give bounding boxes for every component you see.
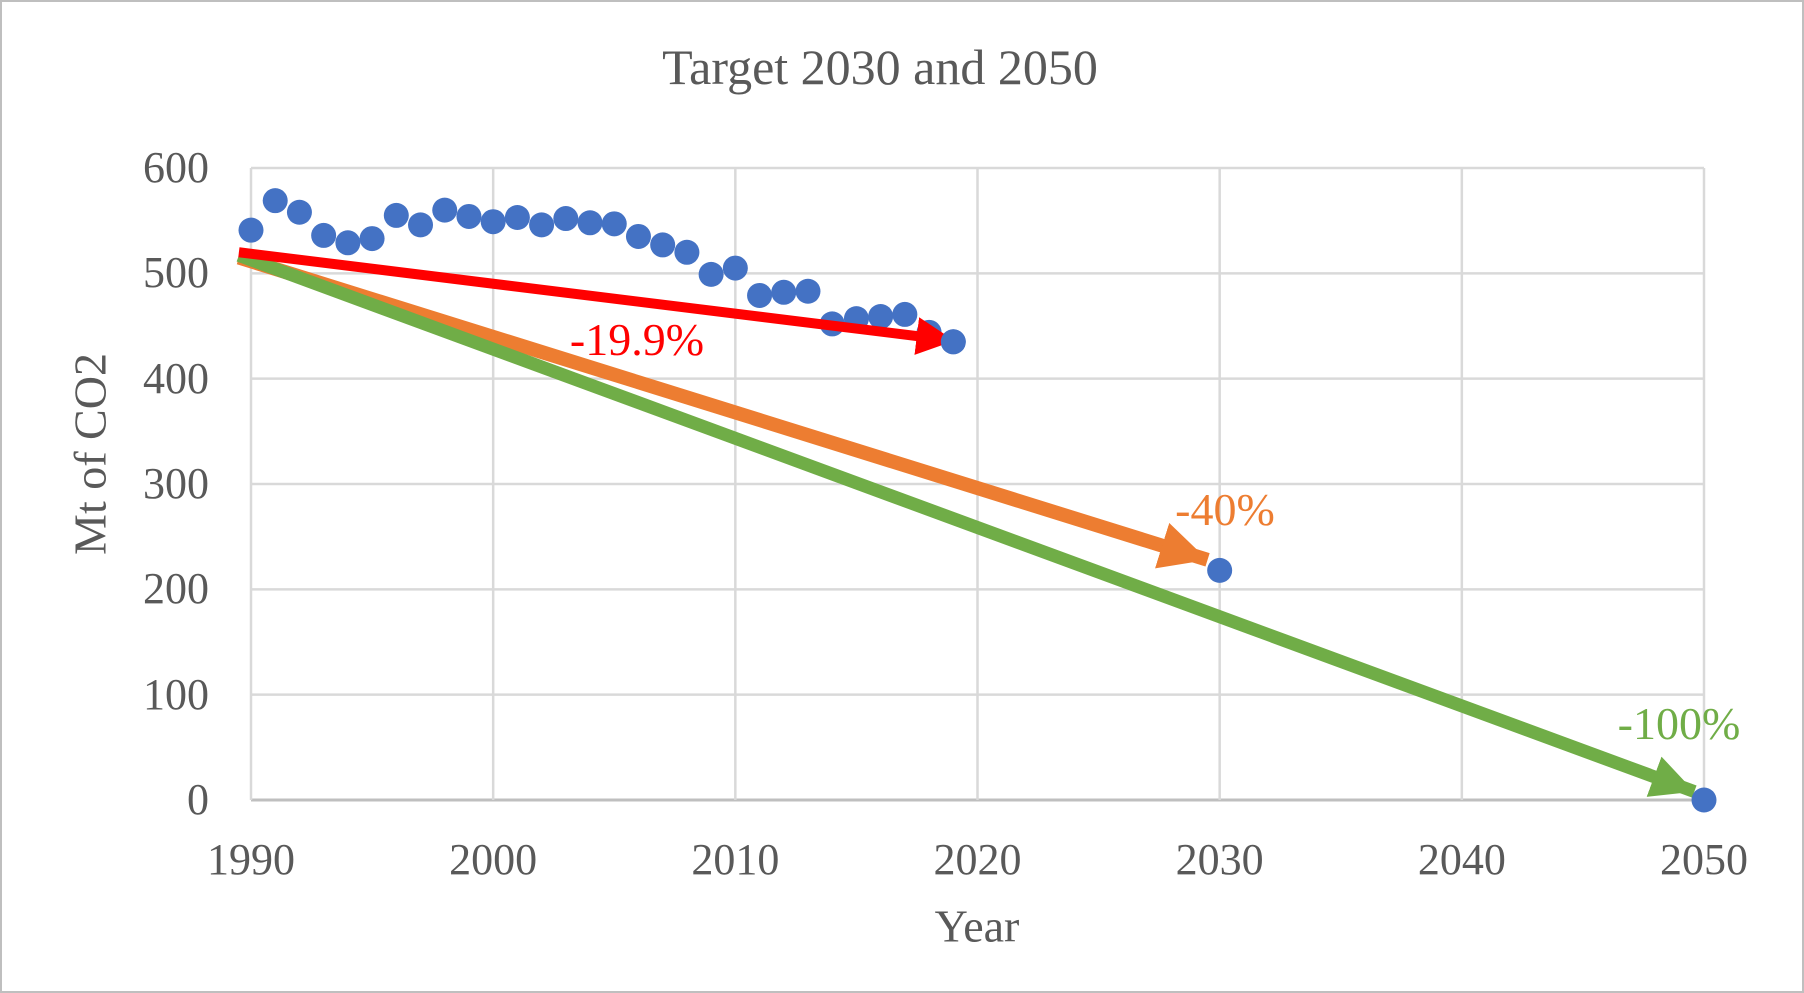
- x-axis-title: Year: [934, 900, 1020, 952]
- series-targets: [940, 329, 1717, 813]
- data-point-1999: [456, 203, 482, 229]
- data-point-2011: [747, 282, 773, 308]
- data-point-2007: [650, 232, 676, 258]
- data-point-1993: [311, 222, 337, 248]
- x-tick-2040: 2040: [1417, 835, 1506, 884]
- data-point-2009: [698, 261, 724, 287]
- y-tick-400: 400: [143, 353, 209, 403]
- data-point-2000: [480, 209, 506, 235]
- annotation-red-19-9pct: -19.9%: [569, 314, 705, 365]
- data-point-1992: [286, 199, 312, 225]
- data-point-2016: [868, 304, 894, 330]
- data-point-2017: [892, 301, 918, 327]
- data-point-2012: [771, 279, 797, 305]
- data-point-2002: [529, 212, 555, 238]
- x-tick-2010: 2010: [691, 835, 780, 884]
- x-tick-1990: 1990: [207, 835, 295, 884]
- y-tick-100: 100: [143, 669, 209, 719]
- data-point-1996: [383, 202, 409, 228]
- data-point-2004: [577, 210, 603, 236]
- data-point-1991: [262, 188, 288, 214]
- arrow--100%: [236, 249, 1697, 798]
- x-tick-2030: 2030: [1175, 835, 1264, 884]
- x-tick-2000: 2000: [449, 835, 538, 884]
- data-point-2013: [795, 278, 821, 304]
- arrow--40%: [236, 250, 1210, 569]
- target-point-2030: [1207, 557, 1233, 583]
- target-point-2019: [940, 329, 966, 355]
- y-tick-0: 0: [187, 775, 209, 824]
- data-point-1997: [408, 212, 434, 238]
- data-point-2008: [674, 239, 700, 265]
- y-tick-300: 300: [143, 459, 209, 508]
- annotation-orange-40pct: -40%: [1175, 484, 1275, 535]
- x-tick-2020: 2020: [933, 835, 1022, 884]
- data-point-2001: [504, 205, 530, 231]
- y-tick-500: 500: [143, 248, 209, 298]
- y-tick-200: 200: [143, 564, 209, 614]
- x-tick-2050: 2050: [1660, 835, 1748, 884]
- data-point-1994: [335, 230, 361, 256]
- data-point-2006: [625, 223, 651, 249]
- y-tick-600: 600: [143, 143, 209, 192]
- data-point-2005: [601, 211, 627, 237]
- arrow--19.9%: [238, 247, 956, 355]
- target-arrows: [236, 247, 1697, 798]
- target-point-2050: [1691, 787, 1717, 813]
- data-point-2010: [722, 255, 748, 281]
- chart-title: Target 2030 and 2050: [662, 39, 1098, 95]
- data-point-1990: [238, 217, 264, 243]
- annotation-green-100pct: -100%: [1617, 698, 1741, 749]
- data-point-1995: [359, 226, 385, 252]
- data-point-1998: [432, 197, 458, 223]
- data-point-2003: [553, 206, 579, 232]
